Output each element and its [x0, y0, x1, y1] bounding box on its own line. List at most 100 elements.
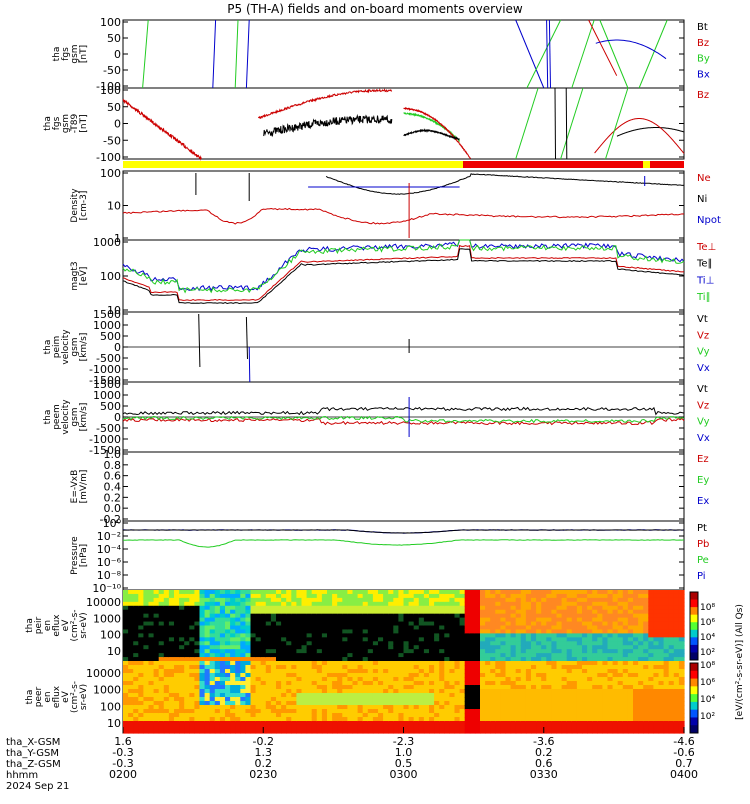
- ytick-label-peem_velocity-3: 0: [114, 411, 121, 424]
- xaxis-label-1: tha_Y-GSM: [6, 748, 59, 759]
- fgs-trace-0: [142, 19, 149, 89]
- xtick-x-2: -2.3: [393, 735, 414, 748]
- ylabel-density-1: [cm-3]: [79, 191, 89, 221]
- ylabel-efield-0: E=-VxB: [70, 470, 80, 504]
- colorbar-tick-top-0: 10⁸: [700, 603, 715, 613]
- colorbar-swatch-1-6: [690, 709, 698, 718]
- colorbar-swatch-0-4: [690, 622, 698, 631]
- temp-te-perp: [122, 244, 685, 302]
- fgs-t89-by-line-0: [515, 87, 539, 160]
- ylabel-peem_velocity-1: peem: [52, 404, 62, 430]
- legend-efield-0: Ez: [697, 454, 709, 465]
- ylabel-pressure-0: Pressure: [70, 536, 80, 575]
- xtick-y-4: -0.6: [673, 746, 694, 759]
- panel-frame-efield: [122, 451, 685, 522]
- legend-efield-1: Ey: [697, 475, 709, 486]
- legend-peem_velocity-0: Vt: [697, 384, 708, 395]
- ylabel-fgs_gsm_t89-0: tha: [43, 116, 53, 131]
- ytick-label-peer_eflux-2: 100: [100, 700, 121, 713]
- ytick-label-peim_velocity-0: 1500: [93, 308, 121, 321]
- mode-bar-fast: [463, 161, 643, 168]
- ytick-label-peem_velocity-5: -1000: [89, 433, 121, 446]
- fgs-t89-bz-early: [122, 98, 202, 161]
- ylabel-temperature-1: [eV]: [79, 267, 89, 286]
- ytick-label-peim_velocity-5: -1000: [89, 363, 121, 376]
- xtick-y-0: -0.3: [112, 746, 133, 759]
- mode-bar-survey: [123, 161, 463, 168]
- ylabel-peem_velocity-2: velocity: [61, 399, 71, 435]
- ylabel-density-0: Density: [70, 188, 80, 223]
- ylabel-peim_velocity-0: tha: [43, 340, 53, 355]
- colorbar-tick-bottom-2: 10⁴: [700, 695, 715, 705]
- mode-bar-survey-2: [643, 161, 650, 168]
- temp-te-par: [122, 248, 685, 305]
- panel-frame-temperature: [122, 239, 685, 313]
- ytick-label-efield-1: 0.8: [104, 459, 122, 472]
- ylabel-peem_velocity-4: [km/s]: [79, 403, 89, 432]
- colorbar-swatch-1-3: [690, 686, 698, 695]
- legend-pressure-3: Pi: [697, 571, 706, 582]
- ytick-label-temperature-0: 1000: [93, 236, 121, 249]
- legend-density-1: Ni: [697, 194, 707, 205]
- legend-peim_velocity-3: Vx: [697, 363, 710, 374]
- ytick-label-efield-3: 0.4: [104, 481, 122, 494]
- xtick-t-1: 0230: [249, 768, 277, 781]
- mode-bar-fast-2: [650, 161, 684, 168]
- ylabel-peir_eflux-5: (cm²-s-: [70, 609, 80, 641]
- colorbar-swatch-0-0: [690, 592, 698, 601]
- xaxis-label-4: 2024 Sep 21: [6, 781, 69, 792]
- legend-fgs_gsm-1: Bz: [697, 38, 709, 49]
- ylabel-peim_velocity-2: velocity: [61, 329, 71, 365]
- fgs-t89-bz-mid: [258, 88, 393, 120]
- xtick-x-0: 1.6: [114, 735, 132, 748]
- fgs-t89-bt-end: [616, 127, 685, 137]
- fgs-by-line-c: [599, 19, 629, 89]
- ytick-label-efield-5: 0.0: [104, 502, 122, 515]
- colorbar-swatch-1-0: [690, 663, 698, 672]
- pressure-pt: [122, 529, 684, 534]
- ylabel-peer_eflux-3: eflux: [52, 685, 62, 708]
- ylabel-peir_eflux-0: tha: [25, 618, 35, 633]
- ytick-label-fgs_gsm-3: -50: [103, 64, 121, 77]
- temp-ti-perp: [122, 239, 685, 292]
- fgs-t89-bz-late: [403, 106, 472, 160]
- ylabel-peer_eflux-6: sr-eV): [79, 684, 89, 710]
- colorbar-tick-top-2: 10⁴: [700, 633, 715, 643]
- fgs-t89-bt-line-2: [565, 87, 568, 160]
- ylabel-peer_eflux-4: eV: [61, 690, 71, 703]
- ytick-label-peer_eflux-3: 10: [107, 717, 121, 730]
- peim-spike-vx: [248, 346, 251, 383]
- colorbar-swatch-0-3: [690, 614, 698, 623]
- fgs-bx-curve: [595, 39, 667, 60]
- fgs-t89-by-line-1: [560, 87, 584, 160]
- legend-peim_velocity-2: Vy: [697, 347, 710, 358]
- ytick-label-peem_velocity-1: 1000: [93, 389, 121, 402]
- fgs-bx-line-b: [546, 19, 549, 89]
- xtick-z-3: 0.6: [535, 757, 553, 770]
- ytick-label-pressure-0: 10⁰: [103, 517, 122, 530]
- fgs-trace-2: [234, 19, 239, 89]
- colorbar-label: [eV/(cm²-s-sr-eV)] (All Qs): [735, 604, 745, 720]
- panel-frame-pressure: [122, 520, 685, 591]
- legend-temperature-0: Te⊥: [696, 242, 716, 253]
- legend-temperature-1: Te∥: [696, 259, 713, 270]
- density-ne: [122, 207, 685, 225]
- ytick-label-fgs_gsm_t89-0: 100: [100, 84, 121, 97]
- ytick-label-fgs_gsm-1: 50: [107, 32, 121, 45]
- ytick-label-density-1: 10: [107, 200, 121, 213]
- legend-peem_velocity-2: Vy: [697, 417, 710, 428]
- colorbar-swatch-1-2: [690, 678, 698, 687]
- fgs-bx-line-c: [548, 19, 551, 89]
- colorbar-swatch-1-4: [690, 694, 698, 703]
- colorbar-tick-bottom-1: 10⁶: [700, 678, 715, 688]
- ylabel-peer_eflux-2: en: [43, 691, 53, 702]
- legend-peem_velocity-1: Vz: [697, 400, 709, 411]
- ytick-label-efield-0: 1.0: [104, 448, 122, 461]
- ylabel-peer_eflux-1: peer: [34, 686, 44, 707]
- ytick-label-pressure-3: 10⁻⁶: [97, 556, 122, 569]
- legend-pressure-1: Pb: [697, 539, 709, 550]
- ytick-label-pressure-4: 10⁻⁸: [97, 569, 122, 582]
- legend-efield-2: Ex: [697, 496, 709, 507]
- xaxis-label-3: hhmm: [6, 770, 38, 781]
- ytick-label-peir_eflux-0: 10000: [86, 596, 121, 609]
